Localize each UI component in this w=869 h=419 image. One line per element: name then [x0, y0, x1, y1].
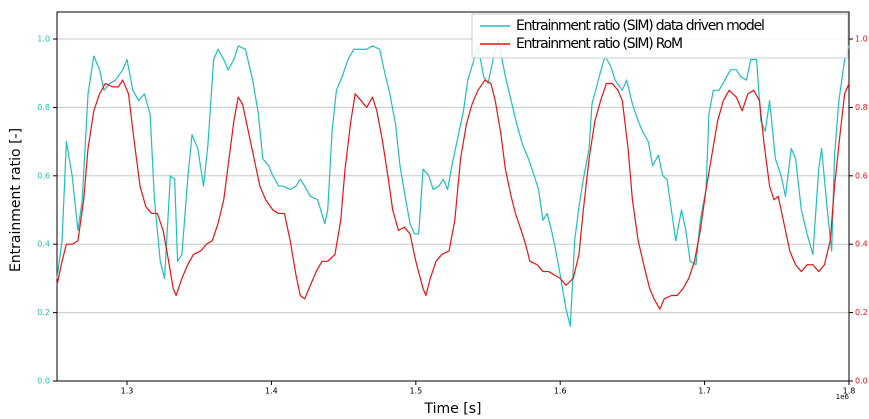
plot-frame: [56, 11, 850, 382]
y2-tick-label: 0.2: [855, 308, 868, 317]
y2-tick-label: 0.6: [855, 171, 868, 180]
x-tick-label: 1.5: [409, 387, 422, 396]
y-tick-label: 0.8: [37, 103, 50, 112]
x-tick-label: 1.3: [121, 387, 134, 396]
x-tick-label: 1.6: [554, 387, 567, 396]
x-tick-label: 1.8: [843, 387, 856, 396]
x-offset-label: 1e6: [836, 393, 850, 401]
y-tick-label: 0.4: [37, 240, 50, 249]
legend-label: Entrainment ratio (SIM) data driven mode…: [516, 18, 764, 34]
x-axis-label: Time [s]: [424, 401, 482, 417]
y-tick-label: 0.2: [37, 308, 50, 317]
series-line: [56, 38, 850, 327]
y2-tick-label: 0.0: [855, 377, 868, 386]
y2-tick-label: 1.0: [855, 35, 868, 44]
y-tick-label: 0.0: [37, 377, 50, 386]
y-axis-label: Entrainment ratio [-]: [8, 128, 24, 272]
y-tick-label: 0.6: [37, 171, 50, 180]
y2-tick-label: 0.4: [855, 240, 868, 249]
legend-box: [471, 13, 849, 59]
x-tick-label: 1.7: [698, 387, 711, 396]
y-tick-label: 1.0: [37, 35, 50, 44]
x-tick-label: 1.4: [265, 387, 278, 396]
series-line: [56, 79, 850, 310]
legend: Entrainment ratio (SIM) data driven mode…: [471, 13, 849, 59]
y2-tick-label: 0.8: [855, 103, 868, 112]
legend-label: Entrainment ratio (SIM) RoM: [516, 36, 682, 52]
